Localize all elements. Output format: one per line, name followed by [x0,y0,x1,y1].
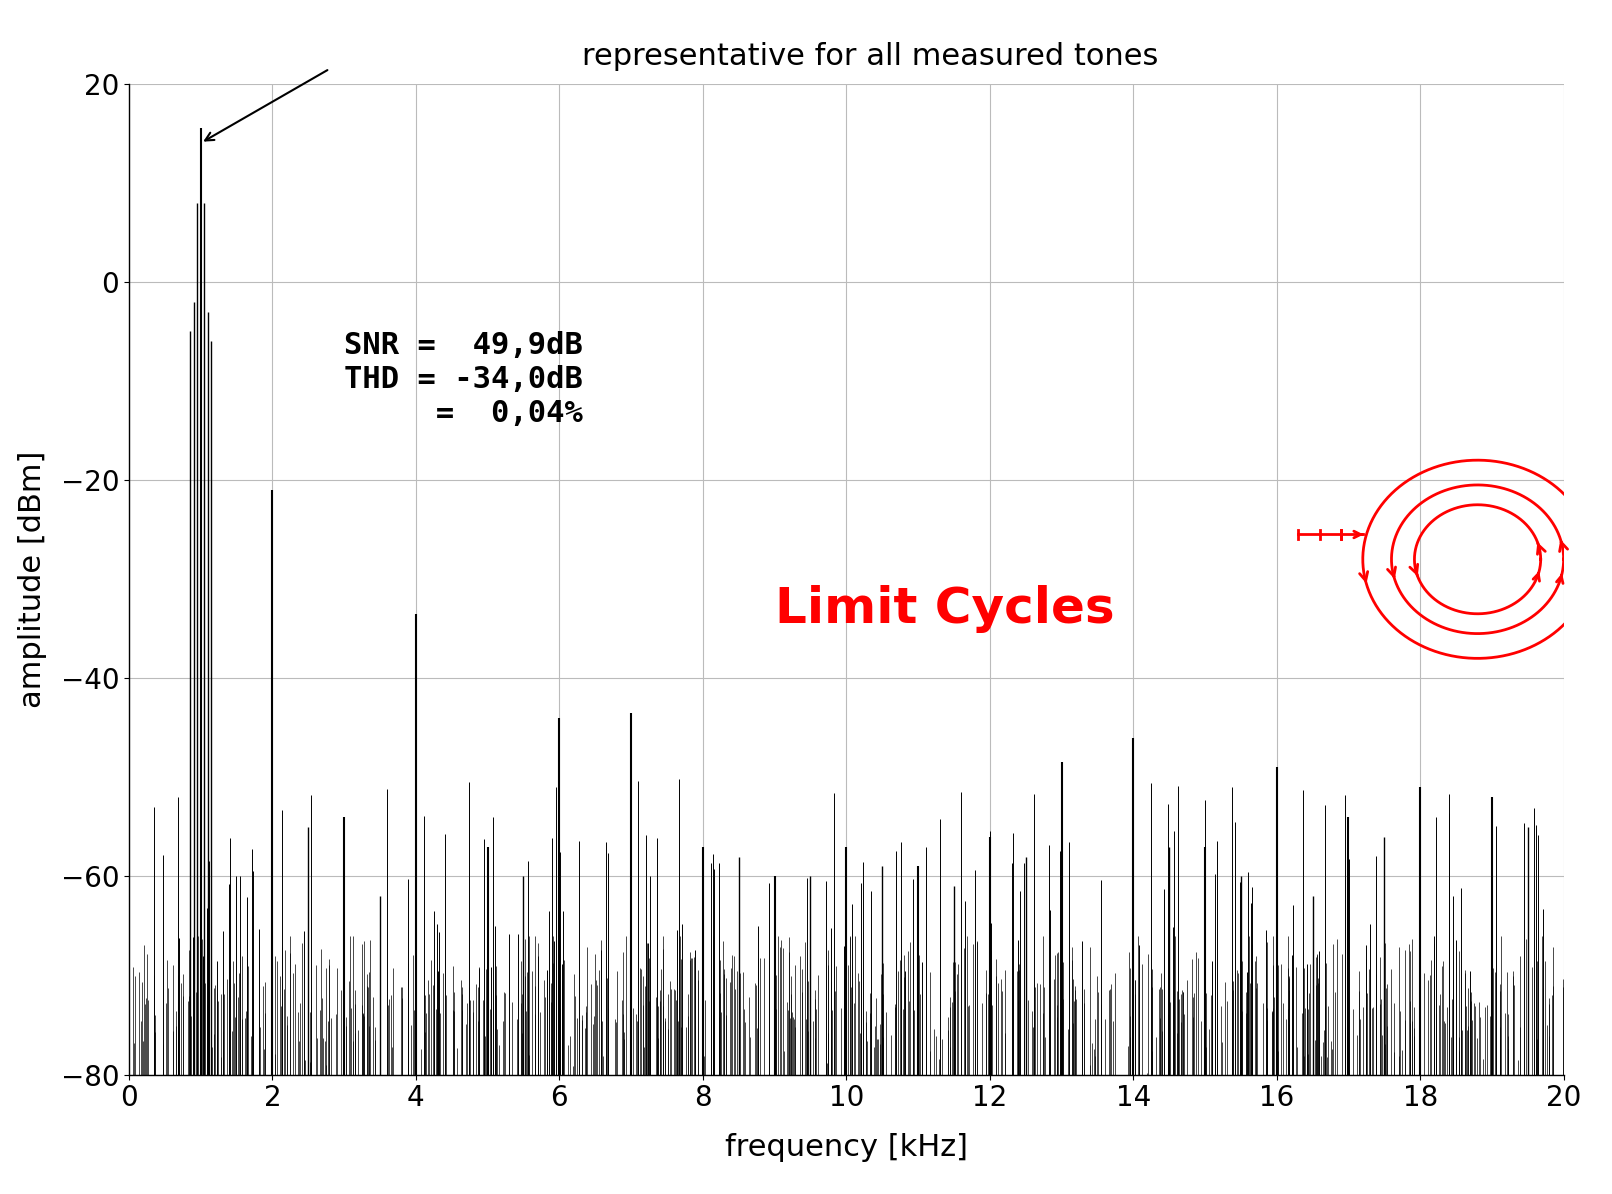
Text: Limit Cycles: Limit Cycles [775,585,1114,633]
Text: representative for all measured tones: representative for all measured tones [582,42,1159,70]
X-axis label: frequency [kHz]: frequency [kHz] [725,1133,967,1162]
Y-axis label: amplitude [dBm]: amplitude [dBm] [18,450,47,708]
Text: SNR =  49,9dB
THD = -34,0dB
     =  0,04%: SNR = 49,9dB THD = -34,0dB = 0,04% [345,331,584,427]
